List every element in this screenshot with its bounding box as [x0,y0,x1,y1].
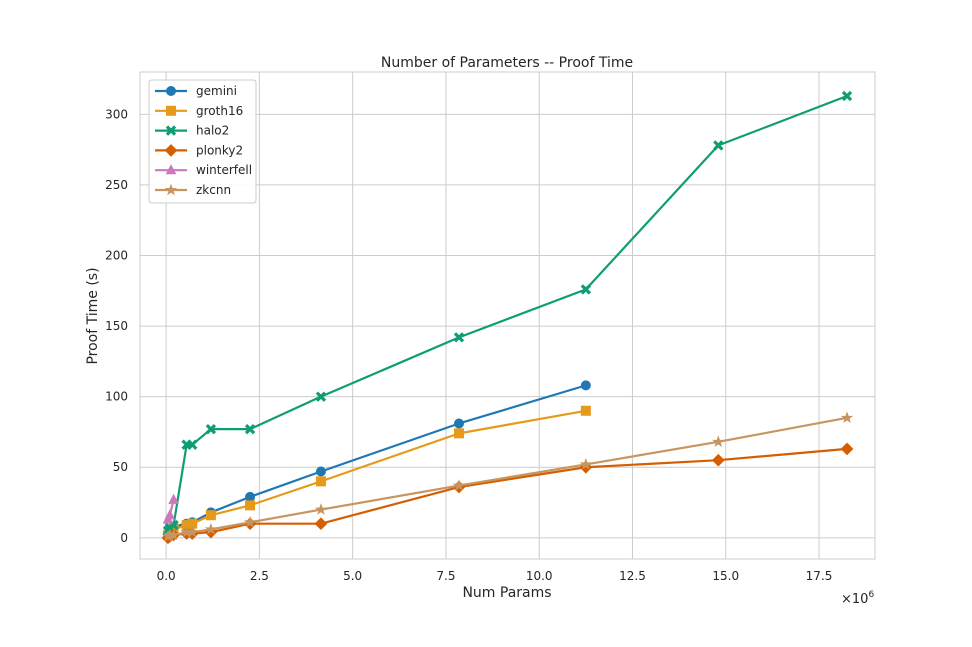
grid [140,72,875,559]
data-point-groth16 [315,476,326,487]
legend-item-plonky2: plonky2 [155,143,243,157]
chart-title: Number of Parameters -- Proof Time [381,55,633,71]
data-point-zkcnn [452,479,466,491]
legend-label: groth16 [196,104,243,118]
x-axis-scale-label: ×106 [841,590,874,607]
x-axis-scale-base: ×10 [841,592,868,607]
data-point-groth16 [245,500,256,511]
legend-marker [165,125,177,136]
data-point-halo2 [453,332,465,343]
y-tick-label: 0 [120,531,128,545]
legend-item-halo2: halo2 [155,124,229,138]
data-point-winterfell [164,509,176,520]
x-tick-label: 10.0 [526,569,553,583]
y-tick-label: 250 [105,178,128,192]
x-tick-label: 0.0 [157,569,176,583]
data-point-halo2 [580,284,592,295]
legend-items: gemini groth16 halo2 plonky2 winterfell zkcnn [155,84,252,197]
legend-item-groth16: groth16 [155,104,243,118]
series-halo2 [162,90,853,536]
x-tick-label: 15.0 [712,569,739,583]
data-point-halo2 [205,423,217,435]
series-zkcnn [161,411,854,542]
x-axis-scale-exponent: 6 [868,590,874,600]
y-tick-label: 200 [105,249,128,263]
data-point-zkcnn [712,435,725,448]
y-tick-label: 50 [113,460,128,474]
data-point-groth16 [580,405,591,416]
y-tick-label: 100 [105,390,128,404]
y-tick-label: 150 [105,319,128,333]
data-point-plonky2 [314,517,328,531]
data-point-zkcnn [579,457,592,470]
legend-item-zkcnn: zkcnn [155,183,231,197]
data-point-plonky2 [711,453,725,467]
legend-label: halo2 [196,124,229,138]
data-point-gemini [315,466,326,477]
series-layer [161,90,854,545]
data-point-zkcnn [243,515,257,528]
y-tick-label: 300 [105,107,128,121]
data-point-halo2 [187,439,198,450]
y-axis-label: Proof Time (s) [85,267,101,364]
x-tick-label: 2.5 [250,569,269,583]
legend-item-winterfell: winterfell [155,163,252,177]
legend: gemini groth16 halo2 plonky2 winterfell zkcnn [148,79,257,204]
data-point-halo2 [841,90,853,102]
data-point-halo2 [244,423,256,435]
legend-marker [164,183,178,196]
series-winterfell [162,493,179,524]
data-point-zkcnn [840,411,854,424]
data-point-halo2 [713,140,724,151]
data-point-halo2 [315,391,327,402]
legend-item-gemini: gemini [155,84,237,98]
x-tick-label: 12.5 [619,569,646,583]
x-tick-label: 7.5 [436,569,455,583]
x-axis-label: Num Params [462,585,551,601]
x-tick-label: 5.0 [343,569,362,583]
data-point-gemini [580,380,591,391]
legend-marker [166,86,176,96]
data-point-zkcnn [186,525,199,538]
legend-label: zkcnn [196,183,231,197]
data-point-zkcnn [204,522,218,535]
data-point-plonky2 [840,442,854,456]
plot-frame [139,71,876,560]
legend-label: gemini [196,84,237,98]
data-point-gemini [245,491,256,502]
y-axis-ticks: 0 50 100 150 200 250 300 [105,107,128,544]
legend-marker [166,105,176,116]
data-point-zkcnn [167,528,180,541]
legend-marker [164,144,178,157]
data-point-groth16 [205,510,216,521]
x-axis-ticks: 0.0 2.5 5.0 7.5 10.0 12.5 15.0 17.5 [157,569,833,583]
data-point-zkcnn [314,503,328,515]
data-point-winterfell [168,493,179,504]
legend-label: plonky2 [196,143,243,157]
data-point-groth16 [453,428,464,439]
data-point-gemini [453,418,464,429]
legend-label: winterfell [196,163,252,177]
legend-marker [165,164,177,175]
x-tick-label: 17.5 [806,569,833,583]
